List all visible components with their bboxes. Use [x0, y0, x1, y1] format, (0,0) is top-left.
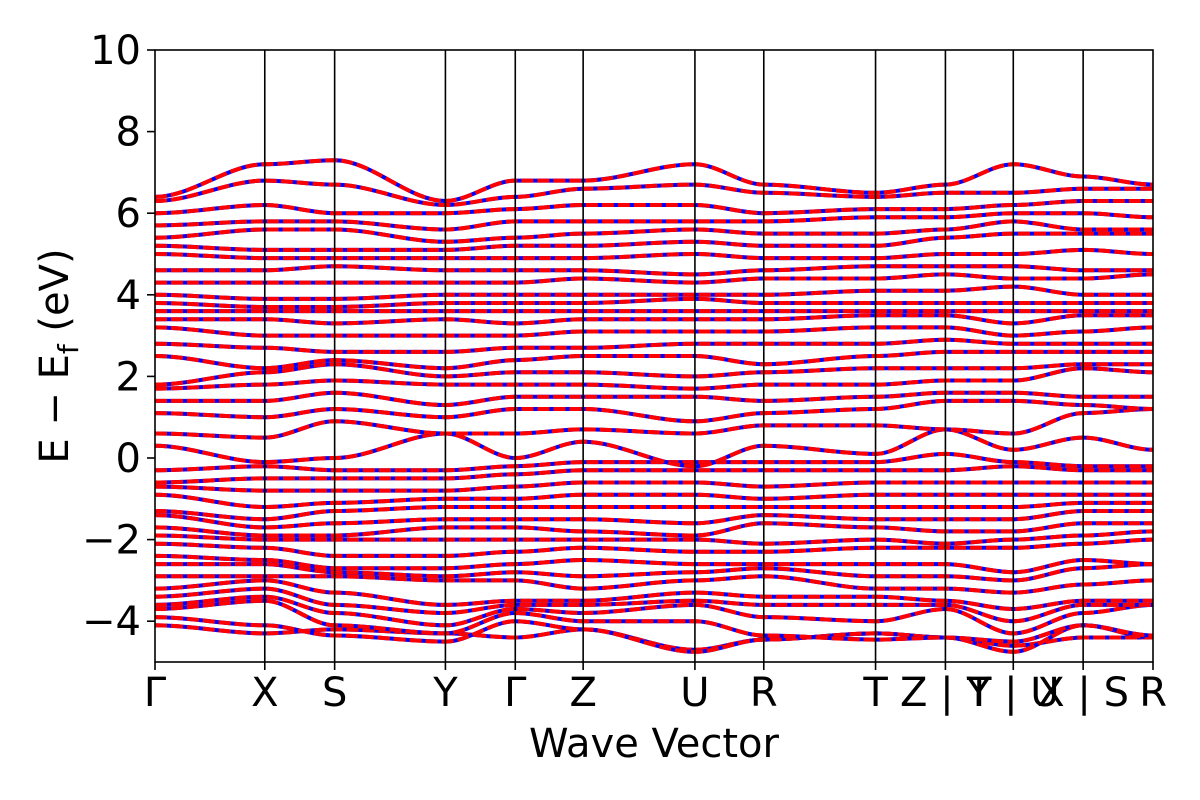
band-27-red-dashed-line [154, 325, 1154, 338]
y-tick-label: 6 [116, 191, 141, 237]
y-axis-title-main: E − E [32, 354, 78, 464]
y-tick-label: 2 [116, 354, 141, 400]
x-tick-label: Γ [144, 670, 167, 716]
x-tick-label: S [322, 670, 347, 716]
band-32-red-dashed-line [155, 272, 1154, 285]
band-31-red-dashed-line [154, 284, 1153, 301]
x-tick-label: X | S [1037, 670, 1129, 716]
x-tick-label: R [750, 670, 778, 716]
band-28-red-dashed-line [155, 313, 1153, 326]
x-tick-label: Γ [504, 670, 527, 716]
x-tick-label: R [1139, 670, 1167, 716]
x-tick-label: Z | Y [900, 670, 991, 716]
y-tick-label: 4 [116, 273, 141, 319]
y-axis-title: E − Ef (eV) [32, 248, 85, 463]
band-38-red-dashed-line [154, 199, 1153, 216]
x-tick-label: U [680, 670, 709, 716]
y-tick-label: −4 [82, 599, 141, 645]
y-ticks-layer: −4 −2 0 2 4 6 8 10 [82, 28, 155, 645]
band-16-red-dashed-line [154, 480, 1153, 493]
bands-layer [154, 158, 1154, 654]
x-axis-title: Wave Vector [529, 721, 780, 767]
band-36-red-dashed-line [154, 219, 1153, 244]
band-22-red-dashed-line [154, 390, 1153, 408]
plot-frame [154, 49, 1154, 663]
y-tick-label: 10 [90, 28, 141, 74]
x-tick-label: T | U [966, 670, 1060, 716]
y-axis-title-unit: (eV) [32, 248, 78, 344]
x-tick-label: X [251, 670, 278, 716]
x-tick-label: Y [432, 670, 458, 716]
band-39-red-dashed-line [154, 178, 1153, 208]
band-23-red-dashed-line [154, 366, 1154, 391]
kpath-lines-layer [263, 50, 1084, 662]
y-tick-label: 8 [116, 110, 141, 156]
band-40-red-dashed-line [154, 158, 1154, 204]
x-tick-label: Z [569, 670, 596, 716]
band-35-red-dashed-line [154, 231, 1153, 252]
x-tick-label: T [862, 670, 888, 716]
y-tick-label: −2 [82, 518, 141, 564]
y-tick-label: 0 [116, 436, 141, 482]
band-10-red-dashed-line [154, 537, 1154, 558]
y-axis-title-subscript: f [52, 343, 85, 354]
band-21-red-dashed-line [154, 398, 1154, 424]
band-33-red-dashed-line [154, 264, 1153, 277]
